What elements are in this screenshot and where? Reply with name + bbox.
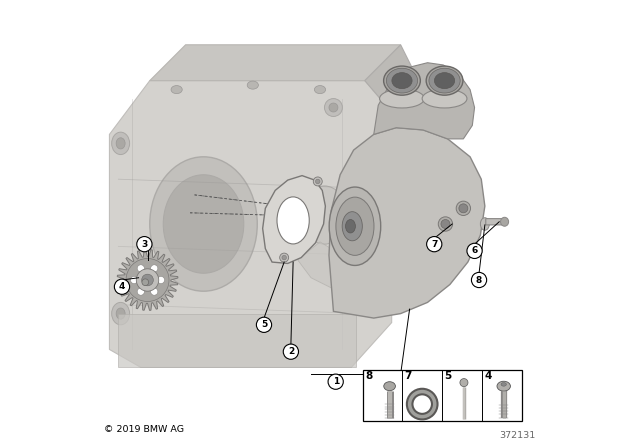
Circle shape [459,204,468,213]
Polygon shape [118,314,356,367]
Ellipse shape [329,103,338,112]
Ellipse shape [314,86,326,94]
Text: © 2019 BMW AG: © 2019 BMW AG [104,425,184,434]
Ellipse shape [501,383,506,386]
Ellipse shape [426,66,463,95]
Text: 372131: 372131 [500,431,536,440]
Ellipse shape [137,288,145,295]
Text: 5: 5 [261,320,267,329]
Ellipse shape [380,89,424,108]
Circle shape [280,253,289,262]
Circle shape [328,374,343,389]
Ellipse shape [342,212,362,241]
Circle shape [472,272,486,288]
Text: 7: 7 [431,240,437,249]
Ellipse shape [142,279,148,286]
Text: 5: 5 [444,371,452,381]
Circle shape [282,255,287,260]
Ellipse shape [150,265,158,272]
Circle shape [284,344,298,359]
Text: 6: 6 [472,246,477,255]
Polygon shape [486,219,508,225]
Circle shape [126,258,169,302]
Ellipse shape [384,382,396,391]
Circle shape [467,243,482,258]
Text: 3: 3 [141,240,147,249]
Polygon shape [374,63,475,139]
Ellipse shape [112,302,130,325]
Ellipse shape [171,86,182,94]
Ellipse shape [163,175,244,273]
Polygon shape [117,250,178,310]
Ellipse shape [383,66,420,95]
Circle shape [316,179,320,184]
Ellipse shape [481,218,490,230]
Ellipse shape [137,265,145,272]
Circle shape [257,317,271,332]
Ellipse shape [500,217,509,226]
Polygon shape [329,128,485,318]
Polygon shape [150,45,401,81]
Text: 8: 8 [365,371,372,381]
Ellipse shape [392,73,412,89]
Ellipse shape [324,99,342,116]
Text: 4: 4 [119,282,125,291]
Polygon shape [109,81,392,367]
Circle shape [141,274,154,286]
Ellipse shape [497,381,511,391]
Text: 7: 7 [404,371,412,381]
Polygon shape [262,176,325,263]
Ellipse shape [336,197,374,255]
Ellipse shape [435,73,454,89]
Ellipse shape [429,68,460,93]
Ellipse shape [387,68,417,93]
Ellipse shape [438,217,452,231]
Polygon shape [298,242,378,300]
Text: 1: 1 [333,377,339,386]
Ellipse shape [116,308,125,319]
Circle shape [115,279,130,294]
Circle shape [441,220,450,228]
Circle shape [314,177,323,186]
Circle shape [137,237,152,252]
Ellipse shape [116,138,125,149]
Ellipse shape [150,288,158,295]
Circle shape [427,237,442,252]
Ellipse shape [247,81,259,89]
Ellipse shape [422,89,467,108]
Ellipse shape [302,186,347,244]
Ellipse shape [277,197,309,244]
Text: 4: 4 [484,371,492,381]
Text: 8: 8 [476,276,482,284]
Ellipse shape [112,132,130,155]
Ellipse shape [157,276,164,284]
Circle shape [460,379,468,387]
Ellipse shape [329,187,381,265]
Ellipse shape [346,220,355,233]
FancyBboxPatch shape [362,370,522,421]
Text: 2: 2 [288,347,294,356]
Ellipse shape [131,276,138,284]
Ellipse shape [456,201,470,215]
Polygon shape [365,45,419,112]
Circle shape [136,269,159,291]
Ellipse shape [150,157,257,291]
